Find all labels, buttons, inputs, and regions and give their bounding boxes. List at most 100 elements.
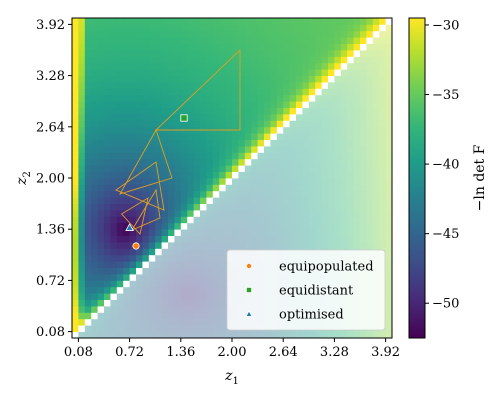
heatmap-cell: [366, 50, 374, 57]
heatmap-cell: [328, 69, 335, 76]
heatmap-cell: [78, 197, 86, 204]
heatmap-cell: [212, 312, 220, 320]
heatmap-cell: [91, 248, 98, 256]
heatmap-cell: [104, 235, 111, 243]
heatmap-cell: [72, 171, 79, 179]
heatmap-cell: [161, 37, 169, 44]
heatmap-cell: [148, 235, 156, 243]
heatmap-cell: [142, 30, 150, 38]
heatmap-cell: [334, 165, 342, 172]
heatmap-cell: [142, 190, 150, 198]
heatmap-cell: [353, 197, 361, 204]
heatmap-cell: [238, 184, 246, 192]
heatmap-cell: [353, 56, 361, 64]
heatmap-cell: [379, 114, 386, 121]
heatmap-cell: [251, 107, 258, 115]
heatmap-cell: [187, 114, 194, 121]
heatmap-cell: [161, 318, 169, 326]
heatmap-cell: [315, 56, 322, 64]
heatmap-cell: [91, 331, 98, 339]
heatmap-cell: [372, 107, 380, 115]
heatmap-cell: [219, 190, 226, 198]
heatmap-cell: [212, 274, 220, 281]
heatmap-cell: [193, 133, 201, 140]
heatmap-cell: [366, 229, 374, 236]
heatmap-cell: [385, 82, 393, 89]
heatmap-cell: [123, 171, 130, 179]
heatmap-cell: [123, 152, 130, 160]
heatmap-cell: [187, 293, 194, 300]
heatmap-cell: [161, 280, 169, 288]
heatmap-cell: [366, 88, 374, 96]
heatmap-cell: [193, 293, 201, 300]
heatmap-cell: [238, 101, 246, 108]
heatmap-cell: [334, 152, 342, 160]
heatmap-cell: [142, 69, 150, 76]
heatmap-cell: [315, 222, 322, 230]
heatmap-cell: [78, 312, 86, 320]
marker-equipopulated: [245, 262, 252, 269]
heatmap-cell: [385, 299, 393, 307]
heatmap-cell: [283, 242, 290, 249]
heatmap-cell: [200, 152, 207, 160]
heatmap-cell: [84, 184, 92, 192]
heatmap-cell: [110, 203, 118, 211]
heatmap-cell: [180, 120, 188, 128]
heatmap-cell: [148, 62, 156, 70]
heatmap-cell: [97, 203, 105, 211]
heatmap-cell: [155, 197, 162, 204]
heatmap-cell: [276, 184, 284, 192]
heatmap-cell: [289, 171, 297, 179]
heatmap-cell: [136, 75, 143, 83]
heatmap-cell: [110, 165, 118, 172]
heatmap-cell: [148, 158, 156, 166]
heatmap-cell: [340, 178, 348, 185]
heatmap-cell: [206, 248, 214, 256]
heatmap-cell: [168, 203, 175, 211]
heatmap-cell: [116, 184, 124, 192]
heatmap-cell: [104, 37, 111, 44]
heatmap-cell: [353, 101, 361, 108]
heatmap-cell: [161, 286, 169, 294]
heatmap-cell: [193, 50, 201, 57]
heatmap-cell: [372, 165, 380, 172]
heatmap-cell: [193, 242, 201, 249]
heatmap-cell: [142, 139, 150, 147]
heatmap-cell: [225, 88, 233, 96]
heatmap-cell: [360, 101, 367, 108]
heatmap-cell: [225, 107, 233, 115]
heatmap-cell: [161, 190, 169, 198]
heatmap-cell: [161, 18, 169, 25]
heatmap-cell: [296, 37, 303, 44]
heatmap-cell: [84, 165, 92, 172]
y-axis-label-main: z: [14, 177, 30, 186]
heatmap-cell: [155, 261, 162, 268]
heatmap-cell: [180, 235, 188, 243]
heatmap-cell: [238, 210, 246, 217]
heatmap-cell: [232, 30, 239, 38]
heatmap-cell: [270, 50, 278, 57]
heatmap-cell: [136, 56, 143, 64]
heatmap-cell: [379, 30, 386, 38]
heatmap-cell: [308, 197, 316, 204]
heatmap-cell: [200, 62, 207, 70]
heatmap-cell: [360, 88, 367, 96]
heatmap-cell: [136, 235, 143, 243]
heatmap-cell: [321, 107, 329, 115]
heatmap-cell: [200, 107, 207, 115]
heatmap-cell: [78, 152, 86, 160]
heatmap-cell: [174, 178, 182, 185]
heatmap-cell: [257, 82, 265, 89]
heatmap-cell: [353, 158, 361, 166]
heatmap-cell: [84, 30, 92, 38]
heatmap-cell: [136, 18, 143, 25]
heatmap-cell: [340, 82, 348, 89]
heatmap-cell: [264, 210, 271, 217]
heatmap-cell: [91, 50, 98, 57]
heatmap-cell: [321, 178, 329, 185]
heatmap-cell: [360, 242, 367, 249]
heatmap-row: [72, 139, 393, 147]
heatmap-cell: [78, 114, 86, 121]
heatmap-cell: [123, 158, 130, 166]
